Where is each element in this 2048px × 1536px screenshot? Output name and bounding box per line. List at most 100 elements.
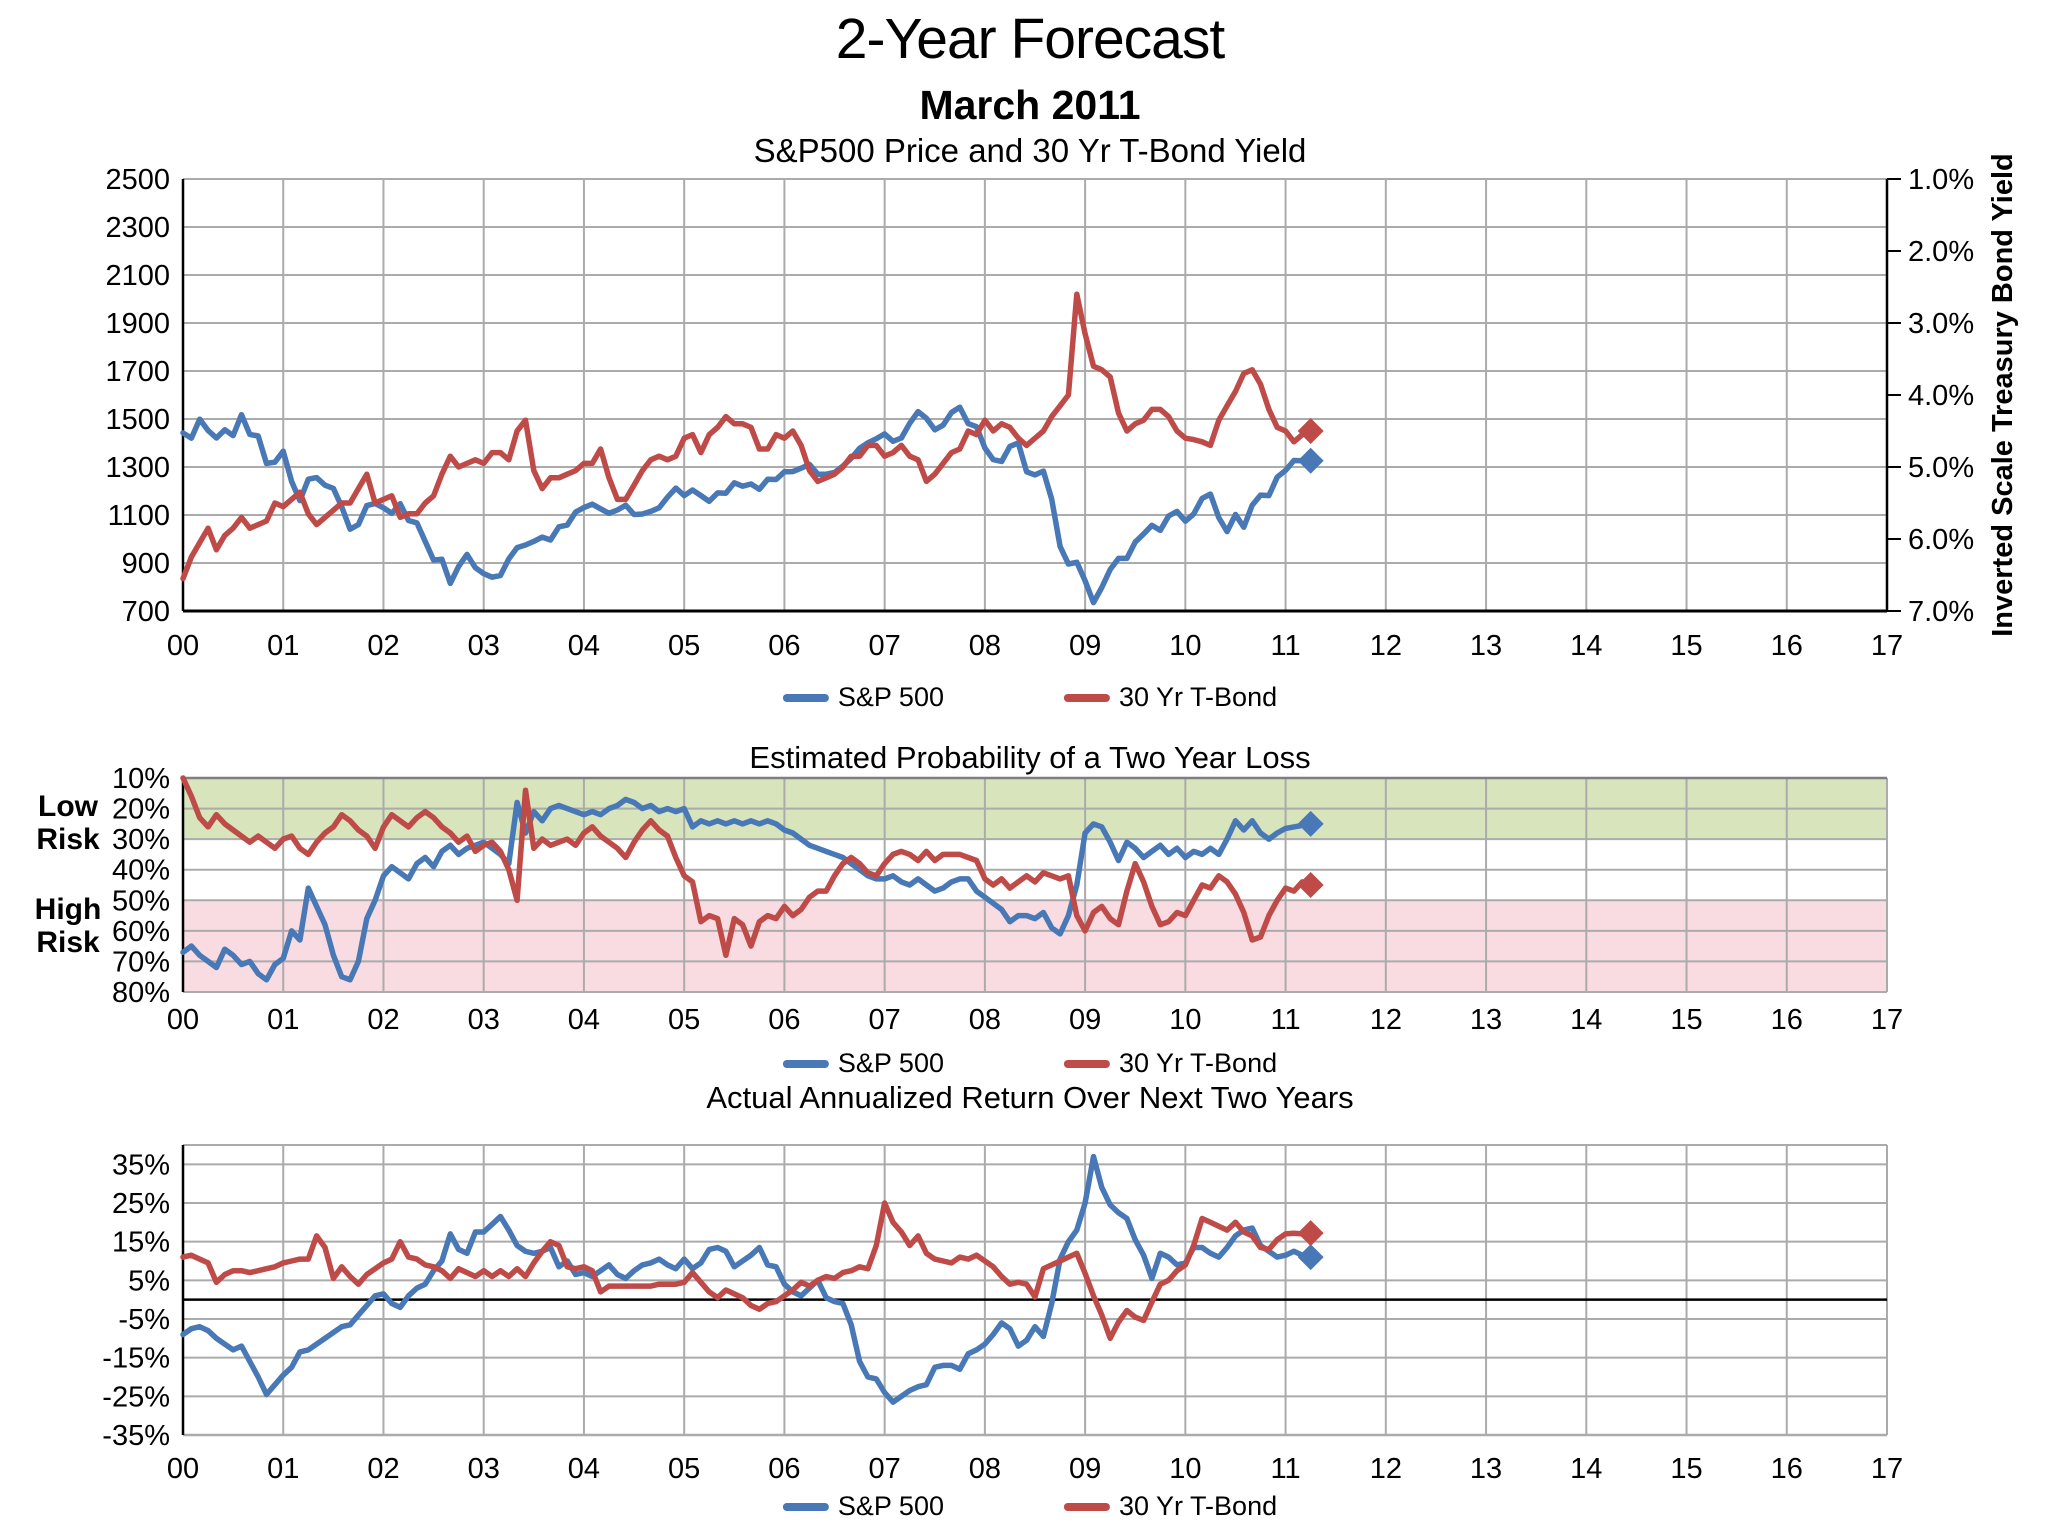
x-tick-label: 17 [1871, 1453, 1903, 1485]
30-yr-t-bond-forecast-diamond [1297, 418, 1324, 444]
x-tick-label: 06 [768, 1004, 800, 1036]
tbond-line-swatch [1063, 1059, 1110, 1068]
y-tick-label: 60% [112, 916, 170, 948]
y-tick-label: 10% [112, 763, 170, 795]
y2-tick-label: 5.0% [1908, 452, 1974, 484]
y-tick-label: 1700 [105, 356, 170, 388]
x-tick-label: 10 [1169, 1453, 1201, 1485]
x-tick-label: 08 [969, 630, 1001, 662]
x-tick-label: 01 [267, 1004, 299, 1036]
v-gridlines [282, 179, 1888, 611]
x-tick-label: 09 [1069, 1453, 1101, 1485]
x-tick-label: 13 [1470, 630, 1502, 662]
top-chart-legend: S&P 500 30 Yr T-Bond [782, 682, 1277, 713]
legend-item-tbond: 30 Yr T-Bond [1063, 1491, 1277, 1522]
x-tick-label: 01 [267, 1453, 299, 1485]
y-tick-label: -35% [102, 1420, 170, 1452]
x-tick-label: 17 [1871, 1004, 1903, 1036]
y-tick-label: 1100 [108, 500, 170, 532]
zone-label: High [35, 893, 102, 926]
x-axis-labels: 00 01 02 03 04 05 06 07 08 09 10 11 12 13 14 15 16 17 [167, 1004, 1903, 1036]
y-tick-label: 70% [112, 946, 170, 978]
y2-tick-label: 1.0% [1908, 164, 1974, 196]
y2-tick-label: 7.0% [1908, 596, 1974, 628]
x-tick-label: 01 [267, 630, 299, 662]
v-gridlines [282, 778, 1888, 992]
tbond-line-swatch [1063, 1502, 1110, 1511]
v-gridlines [282, 1145, 1888, 1435]
y-axis-labels: 10%20%30%40%50%60%70%80% [112, 763, 170, 1009]
sp500-legend-label: S&P 500 [837, 1048, 944, 1078]
x-tick-label: 00 [167, 630, 199, 662]
x-tick-label: 14 [1570, 1453, 1602, 1485]
x-tick-label: 00 [167, 1004, 199, 1036]
legend-item-sp500: S&P 500 [782, 1491, 944, 1522]
x-tick-label: 16 [1771, 630, 1803, 662]
y-tick-label: 5% [128, 1265, 170, 1297]
legend-item-tbond: 30 Yr T-Bond [1063, 1048, 1277, 1079]
x-axis-labels: 00 01 02 03 04 05 06 07 08 09 10 11 12 13 14 15 16 17 [167, 1453, 1903, 1485]
x-tick-label: 05 [668, 1453, 700, 1485]
y-tick-label: 40% [112, 855, 170, 887]
legend-item-tbond: 30 Yr T-Bond [1063, 682, 1277, 713]
zone-high-risk [183, 900, 1887, 992]
y-tick-label: 900 [122, 548, 170, 580]
s-p-500-forecast-diamond [1297, 810, 1324, 837]
30-yr-t-bond-line [180, 775, 1306, 959]
loss_probability-chart: LowRiskHighRisk10%20%30%40%50%60%70%80%0… [35, 763, 1903, 1036]
x-tick-label: 13 [1470, 1453, 1502, 1485]
y-axis-labels: 2500 2300 2100 1900 1700 1500 1300 1100 900 700 [105, 164, 170, 628]
price_yield-chart: 250023002100190017001500130011009007001.… [105, 153, 2019, 662]
top-chart-title: S&P500 Price and 30 Yr T-Bond Yield [753, 132, 1307, 169]
y2-tick-label: 3.0% [1908, 308, 1974, 340]
y-tick-label: 35% [112, 1149, 170, 1181]
x-tick-label: 06 [768, 630, 800, 662]
x-tick-label: 05 [668, 1004, 700, 1036]
bottom-chart-title: Actual Annualized Return Over Next Two Y… [706, 1080, 1354, 1115]
tbond-line-swatch [1063, 693, 1110, 702]
zone-label: Risk [36, 926, 100, 959]
sp500-legend-label: S&P 500 [837, 1491, 944, 1521]
y-tick-label: -15% [102, 1343, 170, 1375]
x-tick-label: 13 [1470, 1004, 1502, 1036]
x-tick-label: 11 [1271, 630, 1301, 662]
x-tick-label: 02 [367, 1453, 399, 1485]
x-tick-label: 08 [969, 1453, 1001, 1485]
y-tick-label: 700 [122, 596, 170, 628]
y2-tick-label: 4.0% [1908, 380, 1974, 412]
30-yr-t-bond-forecast-diamond [1297, 872, 1324, 898]
x-tick-label: 11 [1271, 1453, 1301, 1485]
sp500-legend-label: S&P 500 [837, 682, 944, 712]
x-tick-label: 07 [869, 630, 901, 662]
legend-item-sp500: S&P 500 [782, 1048, 944, 1079]
x-tick-label: 15 [1670, 1004, 1702, 1036]
y2-tick-label: 2.0% [1908, 236, 1974, 268]
x-tick-label: 12 [1370, 1453, 1402, 1485]
s-p-500-line [180, 796, 1306, 983]
x-tick-label: 00 [167, 1453, 199, 1485]
x-tick-label: 14 [1570, 1004, 1602, 1036]
actual_return-chart: 35% 25% 15% 5% -5% -15% -25% -35%00 01 02 03 04 05 06… [102, 1144, 1903, 1485]
x-tick-label: 15 [1670, 630, 1702, 662]
h-gridlines [183, 178, 1887, 564]
x-tick-label: 07 [869, 1453, 901, 1485]
x-tick-label: 15 [1670, 1453, 1702, 1485]
y-tick-label: 1500 [105, 404, 170, 436]
x-tick-label: 07 [869, 1004, 901, 1036]
x-tick-label: 06 [768, 1453, 800, 1485]
x-tick-label: 09 [1069, 1004, 1101, 1036]
zone-label: Low [38, 790, 99, 823]
x-tick-label: 04 [568, 1453, 600, 1485]
s-p-500-forecast-diamond [1297, 1244, 1324, 1271]
x-tick-label: 12 [1370, 1004, 1402, 1036]
y2-tick-label: 6.0% [1908, 524, 1974, 556]
middle-chart-legend: S&P 500 30 Yr T-Bond [782, 1048, 1277, 1079]
page-title: 2-Year Forecast [835, 7, 1225, 71]
y-tick-label: 1900 [105, 308, 170, 340]
30-yr-t-bond-line [180, 291, 1306, 582]
x-tick-label: 14 [1570, 630, 1602, 662]
30-yr-t-bond-line [180, 1200, 1306, 1342]
sp500-line-swatch [782, 1059, 829, 1068]
